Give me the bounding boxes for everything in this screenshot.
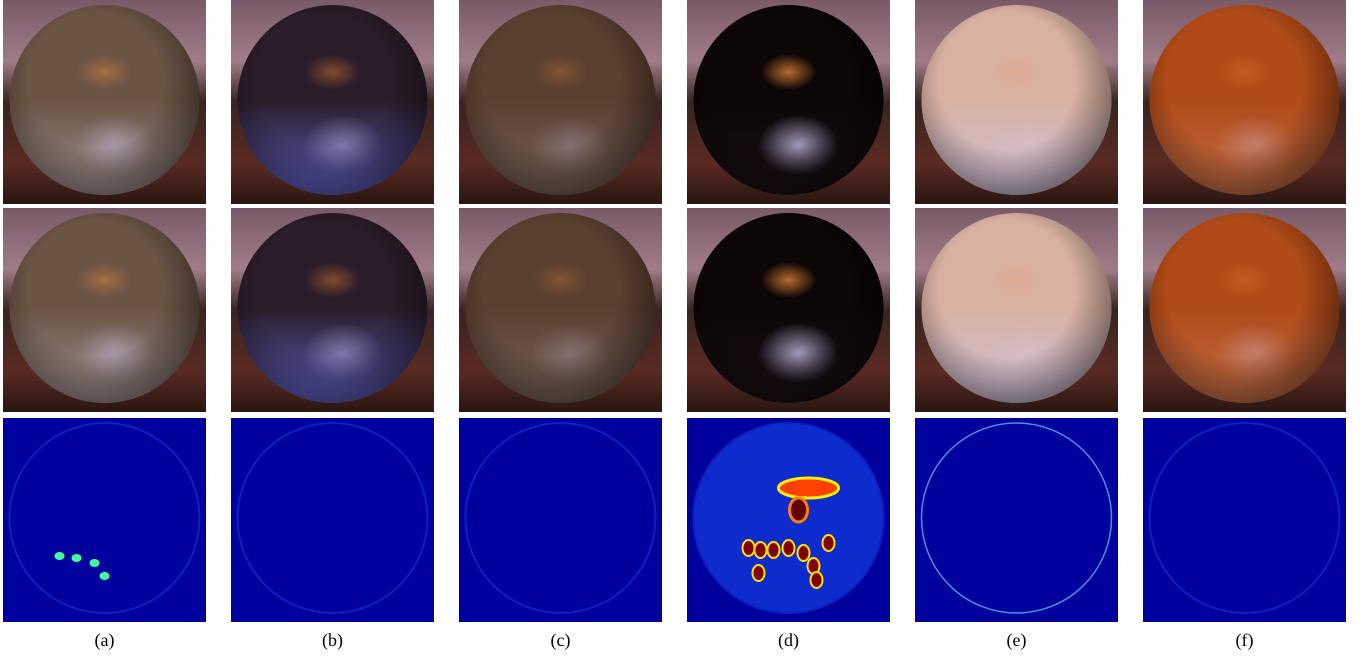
error-hotspot: [753, 565, 765, 581]
error-map: [459, 418, 662, 622]
error-hotspot: [100, 572, 110, 580]
sphere-shading: [10, 5, 200, 195]
error-hotspot: [823, 535, 835, 551]
error-map: [1143, 418, 1346, 622]
error-hotspot: [90, 559, 100, 567]
error-map: [231, 418, 434, 622]
error-fill: [695, 424, 883, 612]
error-hotspot: [790, 498, 808, 522]
caption-label: (e): [1007, 630, 1027, 651]
sphere-shading: [466, 213, 656, 403]
sphere-shading: [238, 5, 428, 195]
caption-label: (d): [778, 630, 799, 651]
error-hotspot: [72, 554, 82, 562]
error-map: [3, 418, 206, 622]
error-hotspot: [811, 572, 823, 588]
sphere-shading: [1150, 5, 1340, 195]
caption-label: (f): [1236, 630, 1254, 651]
sphere-shading: [238, 213, 428, 403]
caption-label: (c): [551, 630, 571, 651]
error-hotspot: [779, 478, 839, 498]
sphere-shading: [1150, 213, 1340, 403]
figure: (a) (b) (c) (d) (e) (f): [0, 0, 1362, 658]
caption-label: (a): [95, 630, 115, 651]
error-hotspot: [798, 545, 810, 561]
error-hotspot: [768, 542, 780, 558]
error-hotspot: [783, 540, 795, 556]
sphere-shading: [466, 5, 656, 195]
caption-label: (b): [322, 630, 343, 651]
sphere-shading: [694, 213, 884, 403]
error-map: [915, 418, 1118, 622]
error-hotspot: [55, 552, 65, 560]
sphere-shading: [922, 213, 1112, 403]
sphere-shading: [922, 5, 1112, 195]
sphere-shading: [694, 5, 884, 195]
error-hotspot: [755, 542, 767, 558]
sphere-shading: [10, 213, 200, 403]
error-hotspot: [743, 540, 755, 556]
